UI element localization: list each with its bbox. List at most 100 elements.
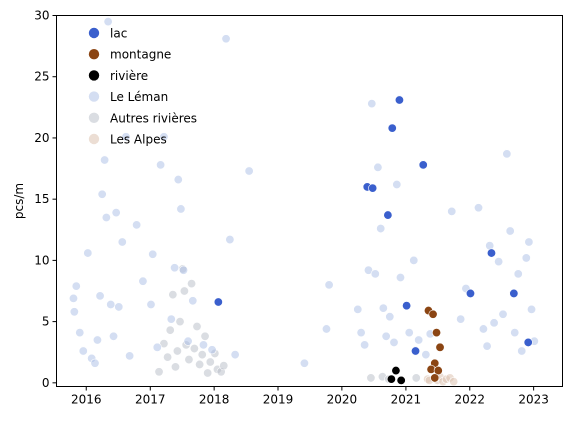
data-point-3-37: [221, 34, 231, 44]
data-point-3-40: [244, 166, 254, 176]
data-point-4-3: [165, 325, 175, 335]
data-point-3-26: [156, 160, 166, 170]
y-tick-label-6: 30: [34, 9, 49, 23]
legend-label-4: Autres rivières: [110, 111, 197, 125]
legend-label-3: Le Léman: [110, 90, 168, 104]
data-point-2-1: [391, 366, 401, 376]
legend-marker-1: [88, 49, 100, 60]
data-point-4-0: [154, 367, 164, 377]
data-point-3-39: [230, 350, 240, 360]
data-point-1-1: [428, 309, 438, 319]
y-tick-label-3: 15: [34, 192, 49, 206]
data-point-5-9: [449, 377, 459, 387]
data-point-4-7: [175, 317, 185, 327]
data-point-3-7: [90, 358, 100, 368]
data-point-3-35: [198, 340, 208, 350]
data-point-3-64: [456, 314, 466, 324]
data-point-3-33: [183, 336, 193, 346]
data-point-1-2: [432, 328, 442, 338]
data-point-3-22: [138, 276, 148, 286]
data-point-3-59: [409, 255, 419, 265]
data-point-0-8: [418, 160, 428, 170]
legend-marker-0: [88, 27, 100, 39]
data-point-3-4: [78, 346, 88, 356]
data-point-3-63: [447, 206, 457, 216]
data-point-4-15: [195, 359, 205, 369]
x-tick-label-2: 2018: [199, 393, 230, 407]
data-point-3-15: [109, 331, 119, 341]
x-tick-label-7: 2023: [518, 393, 549, 407]
data-point-2-0: [386, 374, 396, 384]
data-point-3-12: [101, 213, 111, 223]
data-point-4-5: [170, 362, 180, 372]
data-point-3-20: [125, 351, 135, 361]
data-point-4-17: [200, 331, 210, 341]
data-point-4-9: [179, 286, 189, 296]
legend-label-5: Les Alpes: [110, 133, 167, 147]
data-point-3-41: [299, 358, 309, 368]
data-point-3-42: [321, 324, 331, 334]
x-tick-label-3: 2019: [263, 393, 294, 407]
data-point-0-3: [383, 210, 393, 220]
y-tick-label-0: 0: [42, 376, 50, 390]
legend-marker-2: [88, 70, 100, 81]
x-axis: 2016 2017 2018 2019 2020 2021 2022 2023: [71, 386, 549, 407]
y-tick-label-5: 25: [34, 70, 49, 84]
data-point-3-69: [485, 241, 495, 251]
data-point-3-5: [83, 248, 93, 258]
data-point-3-17: [114, 302, 124, 312]
data-point-3-29: [170, 263, 180, 273]
data-point-4-23: [219, 361, 229, 371]
data-point-0-5: [394, 95, 404, 105]
data-point-0-10: [486, 248, 496, 258]
data-point-4-14: [192, 322, 202, 332]
data-point-3-73: [502, 149, 512, 159]
data-point-4-6: [172, 346, 182, 356]
data-point-3-67: [478, 324, 488, 334]
data-point-4-2: [163, 352, 173, 362]
data-point-1-6: [433, 366, 443, 376]
data-point-3-57: [395, 273, 405, 283]
data-point-3-51: [376, 224, 386, 234]
data-point-4-27: [411, 373, 421, 383]
data-point-3-80: [527, 304, 537, 314]
data-point-3-47: [363, 265, 373, 275]
data-point-3-74: [505, 226, 515, 236]
data-point-3-71: [494, 257, 504, 267]
data-point-4-19: [205, 357, 215, 367]
data-point-4-13: [189, 344, 199, 354]
data-point-3-45: [356, 328, 366, 338]
legend-marker-4: [88, 112, 100, 124]
data-point-3-31: [176, 204, 186, 214]
data-point-3-23: [146, 299, 156, 309]
data-point-4-12: [187, 279, 197, 289]
y-tick-label-1: 5: [42, 315, 50, 329]
x-tick-label-6: 2022: [454, 393, 485, 407]
data-point-3-79: [524, 237, 534, 247]
data-point-2-2: [396, 375, 406, 385]
legend-marker-3: [88, 91, 100, 102]
data-points-layer: [68, 17, 539, 387]
y-axis: 0 5 10 15 20 25 30: [34, 9, 57, 390]
data-point-4-18: [203, 368, 213, 378]
data-point-3-24: [148, 249, 158, 259]
data-point-3-56: [392, 179, 402, 189]
data-point-3-32: [179, 265, 189, 275]
data-point-3-2: [71, 281, 81, 291]
y-tick-label-4: 20: [34, 131, 49, 145]
y-tick-label-2: 10: [34, 253, 49, 267]
data-point-3-36: [207, 345, 217, 355]
data-point-3-60: [414, 335, 424, 345]
data-point-1-3: [435, 342, 445, 352]
data-point-3-3: [75, 328, 85, 338]
data-point-3-16: [111, 208, 121, 218]
data-point-3-49: [370, 269, 380, 279]
data-point-0-11: [509, 288, 519, 298]
legend-label-2: rivière: [110, 69, 148, 83]
data-point-3-76: [513, 269, 523, 279]
data-point-3-48: [367, 99, 377, 109]
data-point-4-11: [184, 355, 194, 365]
data-point-3-75: [510, 328, 520, 338]
